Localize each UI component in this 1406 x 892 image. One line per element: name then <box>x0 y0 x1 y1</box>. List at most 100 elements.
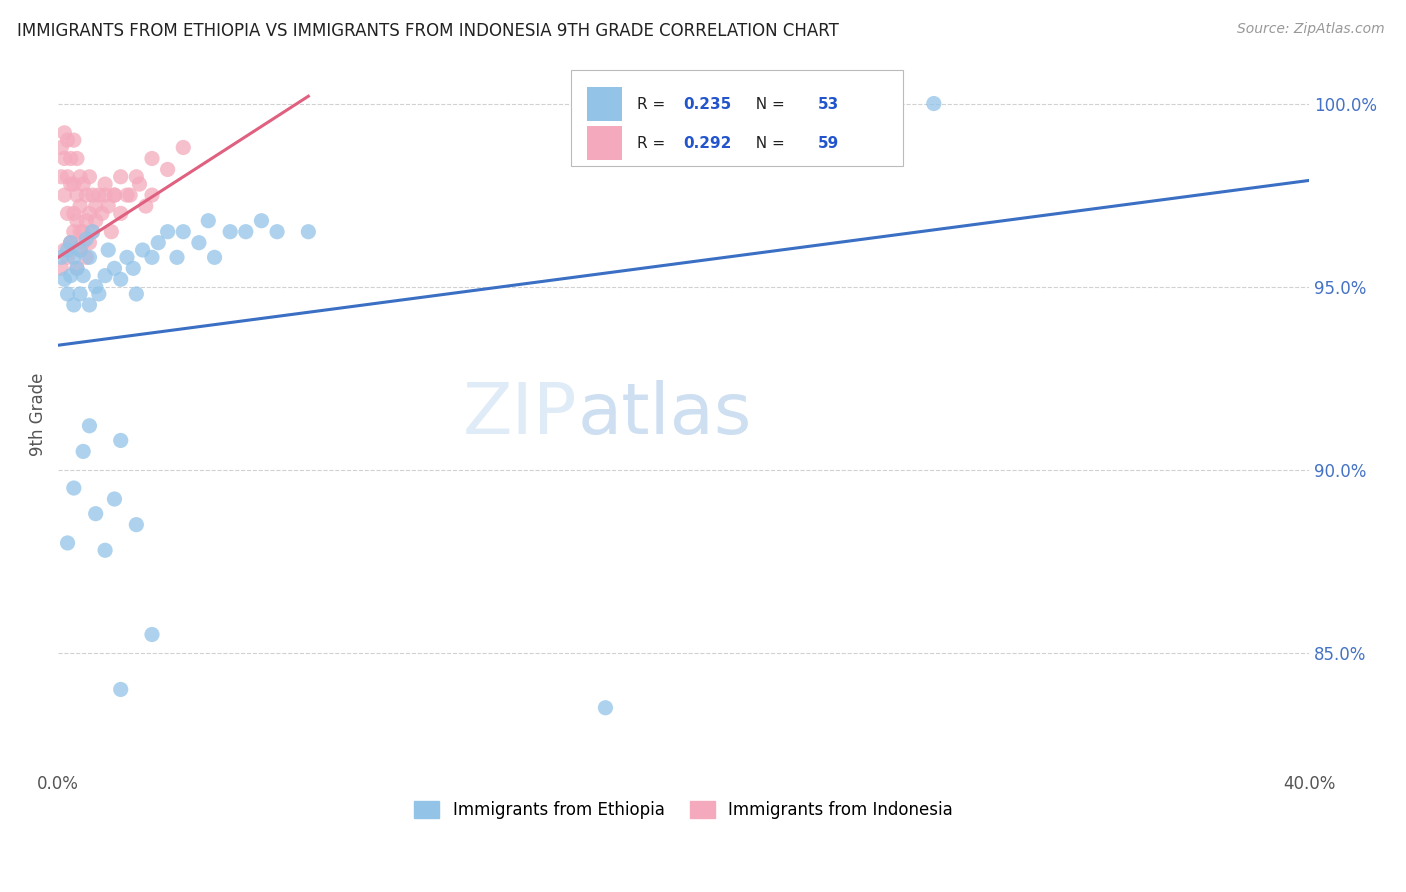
Point <box>84 279 107 293</box>
Point <box>69 169 91 184</box>
Point <box>97 199 120 213</box>
Point <box>84 199 107 213</box>
Point <box>128 177 150 191</box>
Point <box>94 268 117 283</box>
Point <box>595 700 617 714</box>
Point <box>120 188 142 202</box>
Y-axis label: 9th Grade: 9th Grade <box>30 373 46 457</box>
Point <box>156 225 179 239</box>
Point <box>110 272 132 286</box>
Point <box>87 287 110 301</box>
Point <box>53 272 76 286</box>
Point <box>62 298 84 312</box>
Text: atlas: atlas <box>578 380 752 450</box>
Point <box>141 627 163 641</box>
Point <box>110 206 132 220</box>
Point <box>84 507 107 521</box>
Point <box>56 243 79 257</box>
FancyBboxPatch shape <box>571 70 903 166</box>
Point <box>110 169 132 184</box>
Point <box>110 434 132 448</box>
Point <box>66 213 89 227</box>
Point <box>56 133 79 147</box>
Point <box>79 206 101 220</box>
Point <box>197 213 219 227</box>
Point <box>166 250 188 264</box>
Point <box>53 152 76 166</box>
Point <box>922 96 945 111</box>
Point <box>56 536 79 550</box>
Point <box>53 243 76 257</box>
Point <box>103 188 125 202</box>
Point <box>828 96 851 111</box>
Point <box>204 250 226 264</box>
Point <box>250 213 273 227</box>
Point <box>56 206 79 220</box>
Point <box>103 188 125 202</box>
Point <box>69 225 91 239</box>
Point <box>53 126 76 140</box>
Point <box>62 250 84 264</box>
Point <box>59 235 82 250</box>
Point <box>56 169 79 184</box>
Text: R =: R = <box>637 96 671 112</box>
Point <box>219 225 242 239</box>
Bar <box>588 126 623 161</box>
Point <box>51 261 73 276</box>
Point <box>79 418 101 433</box>
Point <box>66 152 89 166</box>
Point <box>75 213 97 227</box>
Point <box>122 261 145 276</box>
Point <box>84 213 107 227</box>
Point <box>72 177 94 191</box>
Point <box>100 225 122 239</box>
Point <box>235 225 257 239</box>
Point <box>187 235 209 250</box>
Point <box>141 188 163 202</box>
Point <box>66 261 89 276</box>
Point <box>72 235 94 250</box>
Point <box>72 268 94 283</box>
Point <box>59 152 82 166</box>
Point <box>51 140 73 154</box>
Text: IMMIGRANTS FROM ETHIOPIA VS IMMIGRANTS FROM INDONESIA 9TH GRADE CORRELATION CHAR: IMMIGRANTS FROM ETHIOPIA VS IMMIGRANTS F… <box>17 22 839 40</box>
Point <box>69 243 91 257</box>
Point <box>69 199 91 213</box>
Point <box>69 243 91 257</box>
Point <box>141 250 163 264</box>
Point <box>62 133 84 147</box>
Point <box>75 250 97 264</box>
Point <box>75 188 97 202</box>
Point <box>79 235 101 250</box>
Text: ZIP: ZIP <box>463 380 578 450</box>
Text: R =: R = <box>637 136 671 151</box>
Point <box>79 298 101 312</box>
Point <box>94 177 117 191</box>
Point <box>79 250 101 264</box>
Point <box>72 444 94 458</box>
Text: 59: 59 <box>817 136 839 151</box>
Point <box>79 169 101 184</box>
Point <box>103 261 125 276</box>
Point <box>82 225 104 239</box>
Point <box>94 188 117 202</box>
Point <box>66 261 89 276</box>
Point <box>59 177 82 191</box>
Text: 0.292: 0.292 <box>683 136 733 151</box>
Point <box>72 225 94 239</box>
Point <box>87 188 110 202</box>
Point <box>115 250 138 264</box>
Text: N =: N = <box>747 136 790 151</box>
Point <box>125 287 148 301</box>
Point <box>91 206 114 220</box>
Point <box>53 188 76 202</box>
Text: 53: 53 <box>817 96 839 112</box>
Point <box>56 287 79 301</box>
Point <box>266 225 288 239</box>
Point <box>148 235 170 250</box>
Point <box>62 225 84 239</box>
Point <box>297 225 319 239</box>
Point <box>59 235 82 250</box>
Point <box>172 140 194 154</box>
Point <box>69 287 91 301</box>
